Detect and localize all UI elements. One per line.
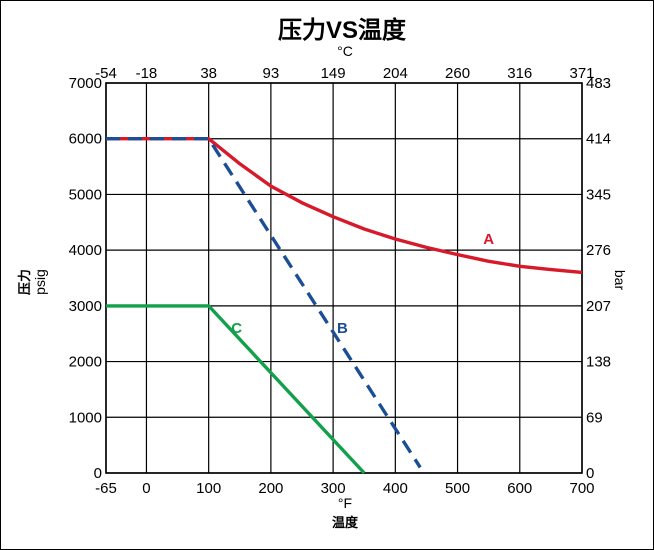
- series-annotations: A B C: [231, 231, 494, 337]
- bottom-tick-label: 500: [445, 480, 470, 497]
- bottom-tick-label: 0: [142, 480, 150, 497]
- left-tick-label: 2000: [69, 354, 102, 371]
- top-tick-label: -54: [95, 65, 117, 82]
- plot-area-border: [105, 82, 583, 474]
- bottom-tick-label: 200: [258, 480, 283, 497]
- chart-title: 压力VS温度: [278, 16, 407, 44]
- right-tick-label: 0: [586, 465, 594, 482]
- bottom-axis-unit: °F: [338, 495, 352, 511]
- bottom-tick-label: 400: [383, 480, 408, 497]
- series-line-c: [106, 304, 366, 475]
- bottom-tick-label: 700: [569, 480, 594, 497]
- tick-labels: -65 -54 0 -18 100 38 200 93 300 149 400 204 500 260 60…: [69, 65, 611, 497]
- series-line-b: [106, 136, 422, 469]
- right-tick-label: 207: [586, 298, 611, 315]
- left-axis-unit: psig: [32, 269, 48, 295]
- right-tick-label: 483: [586, 75, 611, 92]
- right-axis-unit: bar: [612, 270, 628, 291]
- top-tick-label: 260: [445, 65, 470, 82]
- bottom-tick-label: -65: [95, 480, 117, 497]
- top-tick-label: 204: [383, 65, 408, 82]
- left-tick-label: 1000: [69, 409, 102, 426]
- right-tick-label: 69: [586, 409, 603, 426]
- left-tick-label: 6000: [69, 131, 102, 148]
- left-tick-label: 7000: [69, 75, 102, 92]
- left-tick-label: 5000: [69, 186, 102, 203]
- series-line-a: [106, 136, 583, 275]
- top-tick-label: 316: [507, 65, 532, 82]
- bottom-tick-label: 600: [507, 480, 532, 497]
- right-tick-label: 138: [586, 354, 611, 371]
- bottom-tick-label: 100: [196, 480, 221, 497]
- series-label-b: B: [337, 320, 348, 337]
- bottom-tick-label: 300: [321, 480, 346, 497]
- right-tick-label: 414: [586, 131, 611, 148]
- series-group: [106, 136, 583, 475]
- right-tick-label: 276: [586, 242, 611, 259]
- right-tick-label: 345: [586, 186, 611, 203]
- series-label-c: C: [231, 320, 242, 337]
- left-tick-label: 4000: [69, 242, 102, 259]
- left-tick-label: 3000: [69, 298, 102, 315]
- top-tick-label: 93: [263, 65, 280, 82]
- series-label-a: A: [483, 231, 494, 248]
- left-axis-label: 压力: [17, 269, 32, 295]
- grid: [105, 82, 583, 474]
- top-axis-unit: °C: [337, 43, 353, 59]
- top-tick-label: -18: [136, 65, 158, 82]
- top-tick-label: 38: [200, 65, 217, 82]
- left-tick-label: 0: [94, 465, 102, 482]
- top-tick-label: 371: [569, 65, 594, 82]
- top-tick-label: 149: [321, 65, 346, 82]
- bottom-axis-label: 温度: [332, 515, 359, 530]
